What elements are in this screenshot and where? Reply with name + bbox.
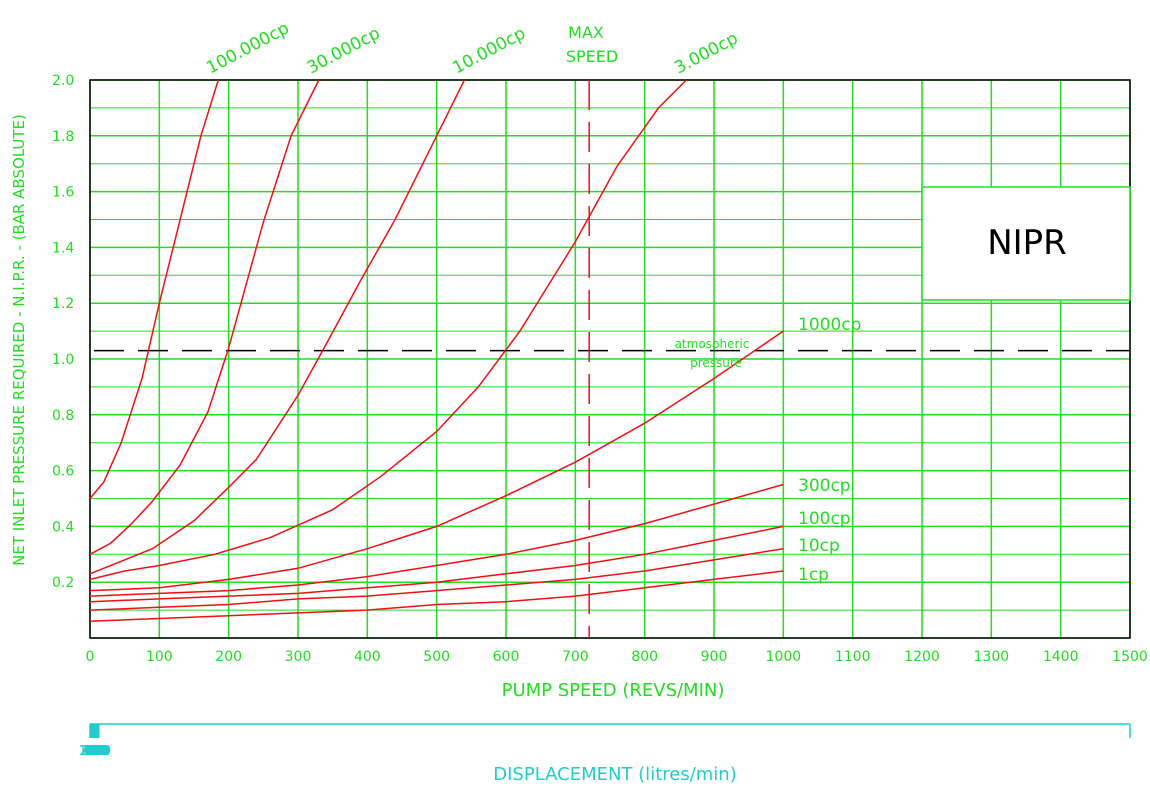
series-label: 3.000cp [671,28,741,78]
y-tick-label: 1.4 [52,240,74,256]
y-tick-label: 1.2 [52,296,74,312]
displacement-tick-label: 100 [79,744,104,759]
series-label: 100.000cp [203,18,292,78]
y-tick-label: 1.0 [52,352,74,368]
x-tick-label: 0 [86,649,95,665]
y-tick-label: 1.8 [52,129,74,145]
x-tick-label: 300 [285,649,312,665]
series-line [89,79,466,575]
displacement-tick-label: 700 [85,744,110,759]
series-line [89,79,320,555]
x-tick-label: 1000 [766,649,802,665]
series-label: 100cp [798,509,851,529]
x-tick-label: 800 [631,649,658,665]
y-tick-label: 0.6 [52,464,74,480]
series-label: 1cp [798,565,829,585]
series-line [89,79,220,499]
displacement-tick-label: 500 [83,744,108,759]
series-label: 10cp [798,536,840,556]
x-tick-label: 1200 [904,649,940,665]
y-tick-label: 2.0 [52,73,74,89]
series-line [89,483,784,597]
series-label: 300cp [798,476,851,496]
x-tick-label: 1400 [1043,649,1079,665]
x-tick-label: 1100 [835,649,871,665]
y-tick-label: 0.4 [52,519,74,535]
x-tick-label: 100 [146,649,173,665]
title-box [921,186,1131,301]
x-tick-label: 200 [215,649,242,665]
atmospheric-label-line1: atmospheric [675,337,750,351]
y-tick-label: 0.2 [52,575,74,591]
series-label: 10.000cp [449,23,529,78]
y-axis-label: NET INLET PRESSURE REQUIRED - N.I.P.R. -… [10,114,28,566]
displacement-tick-label: 200 [80,744,105,759]
max-speed-label-line1: MAX [568,23,604,42]
x-tick-label: 1500 [1112,649,1148,665]
y-tick-label: 0.8 [52,408,74,424]
series-label: 30.000cp [304,23,384,78]
series-line [89,570,784,623]
displacement-tick-label: 800 [86,744,111,759]
displacement-tick-label: 300 [81,744,106,759]
x-tick-label: 600 [493,649,520,665]
series-line [89,330,784,592]
displacement-tick-label: 0 [86,744,94,759]
series-line [89,525,784,603]
series-label: 1000cp [798,315,861,335]
x-axis-label: PUMP SPEED (REVS/MIN) [502,680,725,701]
max-speed-label-line2: SPEED [566,47,618,66]
displacement-tick-label: 400 [82,744,107,759]
y-tick-label: 1.6 [52,185,74,201]
x-tick-label: 700 [562,649,589,665]
displacement-label: DISPLACEMENT (litres/min) [493,764,736,785]
x-tick-label: 500 [423,649,450,665]
chart-title: NIPR [987,223,1067,263]
x-tick-label: 900 [701,649,728,665]
x-tick-label: 400 [354,649,381,665]
atmospheric-label-line2: pressure [690,356,742,370]
plot-frame [89,79,1131,639]
x-tick-label: 1300 [974,649,1010,665]
series-line [89,79,687,581]
series-line [89,547,784,611]
displacement-tick-label: 600 [84,744,109,759]
